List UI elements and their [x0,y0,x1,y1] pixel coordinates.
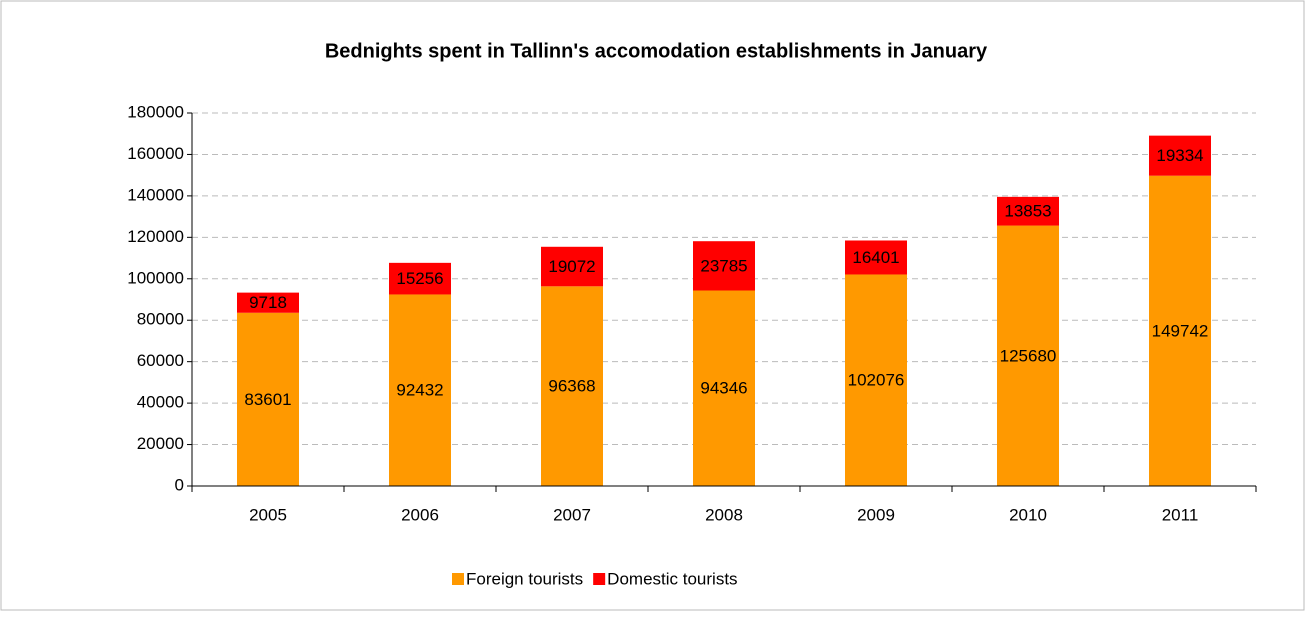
x-tick-label: 2010 [1009,505,1047,524]
bar-segment [389,294,451,486]
y-tick-label: 100000 [127,268,184,287]
legend-label: Foreign tourists [466,569,583,588]
legend-swatch [452,573,464,585]
bar-segment [389,262,451,295]
data-label: 19072 [548,257,595,276]
y-tick-label: 40000 [137,393,184,412]
x-tick-label: 2008 [705,505,743,524]
data-label: 125680 [1000,346,1057,365]
legend-label: Domestic tourists [607,569,737,588]
y-tick-label: 80000 [137,310,184,329]
bar-segment [997,225,1059,486]
data-label: 16401 [852,248,899,267]
bar-segment [541,286,603,486]
bar-segment [693,290,755,486]
data-label: 102076 [848,371,905,390]
x-tick-label: 2011 [1162,505,1199,524]
bar-segment [997,196,1059,226]
x-tick-label: 2006 [401,505,439,524]
bar-segment [237,292,299,313]
x-tick-label: 2009 [857,505,895,524]
bar-segment [845,240,907,275]
y-tick-label: 180000 [127,102,184,121]
y-tick-label: 140000 [127,185,184,204]
data-label: 96368 [548,377,595,396]
bar-segment [845,274,907,486]
x-tick-label: 2007 [553,505,591,524]
bar-segment [237,312,299,486]
data-label: 9718 [249,293,287,312]
data-label: 149742 [1152,321,1209,340]
x-tick-label: 2005 [249,505,287,524]
data-label: 94346 [700,379,747,398]
y-tick-label: 20000 [137,434,184,453]
data-label: 13853 [1004,202,1051,221]
chart-title: Bednights spent in Tallinn's accomodatio… [325,40,988,62]
y-tick-label: 60000 [137,351,184,370]
y-tick-label: 160000 [127,144,184,163]
bar-segment [541,246,603,287]
y-tick-label: 120000 [127,227,184,246]
data-label: 19334 [1156,146,1203,165]
data-label: 83601 [244,390,291,409]
bar-segment [693,241,755,291]
data-label: 23785 [700,256,747,275]
data-label: 15256 [396,269,443,288]
bar-segment [1149,135,1211,176]
bar-segment [1149,175,1211,486]
legend-swatch [593,573,606,585]
y-tick-label: 0 [175,475,184,494]
data-label: 92432 [396,381,443,400]
